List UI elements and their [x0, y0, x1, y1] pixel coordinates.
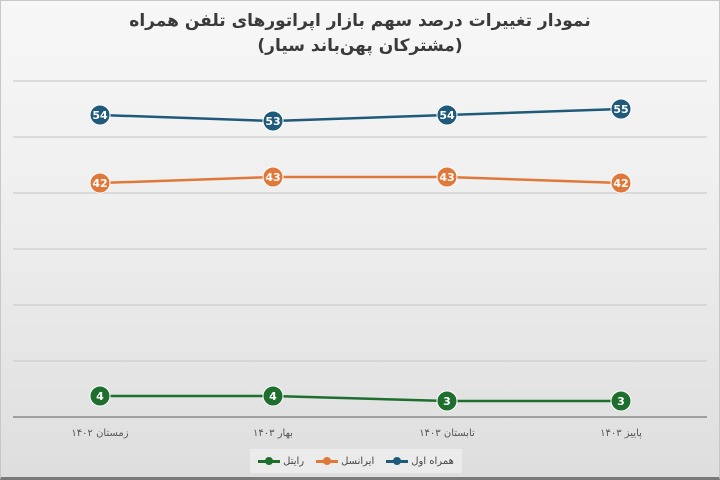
legend-item-rightel: رایتل: [258, 456, 304, 467]
legend-label: همراه اول: [411, 455, 454, 467]
series-1: 42 43 43 42: [89, 166, 632, 194]
legend-swatch-icon: [316, 457, 339, 465]
chart-title-line1: نمودار تغییرات درصد سهم بازار اپراتورهای…: [129, 11, 591, 31]
data-point-marker: [436, 390, 458, 412]
data-label: 43: [265, 171, 280, 184]
series-line: [99, 107, 622, 123]
data-point-marker: [436, 104, 458, 126]
data-point-marker: [89, 172, 111, 194]
gridlines: [13, 80, 707, 418]
series-2: 4 4 3 3: [89, 385, 632, 412]
data-label: 3: [617, 395, 625, 408]
legend-label: ایرانسل: [341, 455, 375, 467]
series-line: [99, 175, 622, 185]
data-label: 54: [92, 109, 108, 122]
data-point-marker: [89, 104, 111, 126]
legend-item-irancell: ایرانسل: [316, 456, 374, 467]
data-label: 53: [265, 115, 280, 128]
series-0: 54 53 54 55: [89, 98, 632, 132]
legend-item-hamrah-aval: همراه اول: [386, 456, 454, 467]
x-axis-label: پاییز ۱۴۰۳: [600, 428, 642, 439]
legend-swatch-icon: [258, 457, 281, 465]
x-axis-label: زمستان ۱۴۰۲: [71, 428, 129, 439]
legend: رایتل ایرانسل همراه اول: [250, 449, 462, 473]
data-label: 4: [96, 390, 104, 403]
data-point-marker: [262, 385, 284, 407]
data-label: 3: [443, 395, 451, 408]
data-label: 55: [613, 103, 628, 116]
data-label: 54: [439, 109, 455, 122]
data-label: 4: [269, 390, 277, 403]
data-point-marker: [436, 166, 458, 188]
data-point-marker: [610, 390, 632, 412]
data-point-marker: [262, 110, 284, 132]
chart-subtitle: (مشترکان پهن‌باند سیار): [257, 36, 463, 56]
data-point-marker: [610, 98, 632, 120]
data-point-marker: [262, 166, 284, 188]
data-point-marker: [610, 172, 632, 194]
legend-label: رایتل: [283, 455, 305, 467]
x-axis-label: تابستان ۱۴۰۳: [419, 428, 475, 439]
legend-swatch-icon: [386, 457, 409, 465]
data-point-marker: [89, 385, 111, 407]
x-axis-label: بهار ۱۴۰۳: [253, 428, 293, 439]
series-line: [100, 394, 621, 403]
data-label: 43: [439, 171, 454, 184]
data-label: 42: [613, 177, 628, 190]
data-label: 42: [92, 177, 107, 190]
chart-title: نمودار تغییرات درصد سهم بازار اپراتورهای…: [1, 9, 719, 59]
